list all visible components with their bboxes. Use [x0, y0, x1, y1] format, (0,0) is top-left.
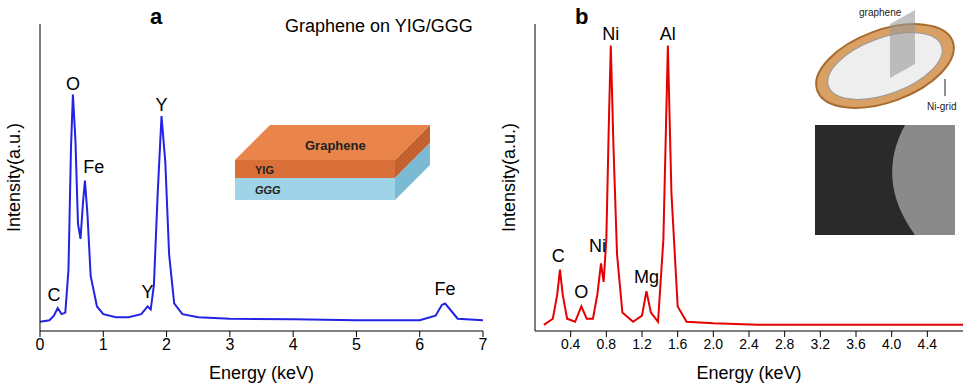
svg-text:6: 6 [415, 336, 424, 353]
svg-text:Energy (keV): Energy (keV) [696, 363, 801, 383]
svg-text:0.4: 0.4 [561, 336, 581, 352]
svg-text:C: C [47, 285, 60, 305]
svg-text:2.8: 2.8 [775, 336, 795, 352]
svg-text:Fe: Fe [83, 157, 104, 177]
svg-text:3.2: 3.2 [811, 336, 831, 352]
svg-text:7: 7 [479, 336, 488, 353]
svg-text:1.6: 1.6 [668, 336, 688, 352]
svg-text:Y: Y [156, 95, 168, 115]
svg-text:3: 3 [225, 336, 234, 353]
html-text:Graphene on YIG/GGG: Graphene on YIG/GGG [285, 16, 473, 36]
html-text:b: b [575, 4, 589, 29]
svg-text:YIG: YIG [255, 164, 274, 176]
svg-text:4.0: 4.0 [882, 336, 902, 352]
svg-text:5: 5 [352, 336, 361, 353]
html-text:a: a [150, 4, 163, 29]
svg-text:1: 1 [99, 336, 108, 353]
svg-text:O: O [66, 74, 80, 94]
svg-text:2.0: 2.0 [704, 336, 724, 352]
svg-text:Ni: Ni [602, 24, 619, 44]
svg-text:Graphene: Graphene [305, 138, 366, 153]
svg-text:Intensity(a.u.): Intensity(a.u.) [499, 123, 519, 232]
svg-text:Y: Y [142, 282, 154, 302]
svg-text:O: O [574, 282, 588, 302]
svg-text:2: 2 [162, 336, 171, 353]
svg-text:4.4: 4.4 [918, 336, 938, 352]
svg-text:0: 0 [36, 336, 45, 353]
svg-text:2.4: 2.4 [739, 336, 759, 352]
svg-text:Mg: Mg [634, 267, 659, 287]
svg-text:Al: Al [660, 24, 676, 44]
svg-text:Ni-grid: Ni-grid [927, 101, 956, 112]
svg-text:GGG: GGG [255, 184, 281, 196]
svg-text:4: 4 [289, 336, 298, 353]
svg-text:3.6: 3.6 [846, 336, 866, 352]
svg-text:Intensity(a.u.): Intensity(a.u.) [4, 123, 24, 232]
svg-text:Energy (keV): Energy (keV) [209, 363, 314, 383]
svg-text:C: C [552, 246, 565, 266]
svg-text:1.2: 1.2 [632, 336, 652, 352]
svg-text:graphene: graphene [859, 7, 902, 18]
svg-text:Fe: Fe [435, 279, 456, 299]
svg-text:Ni: Ni [589, 236, 606, 256]
svg-text:0.8: 0.8 [597, 336, 617, 352]
